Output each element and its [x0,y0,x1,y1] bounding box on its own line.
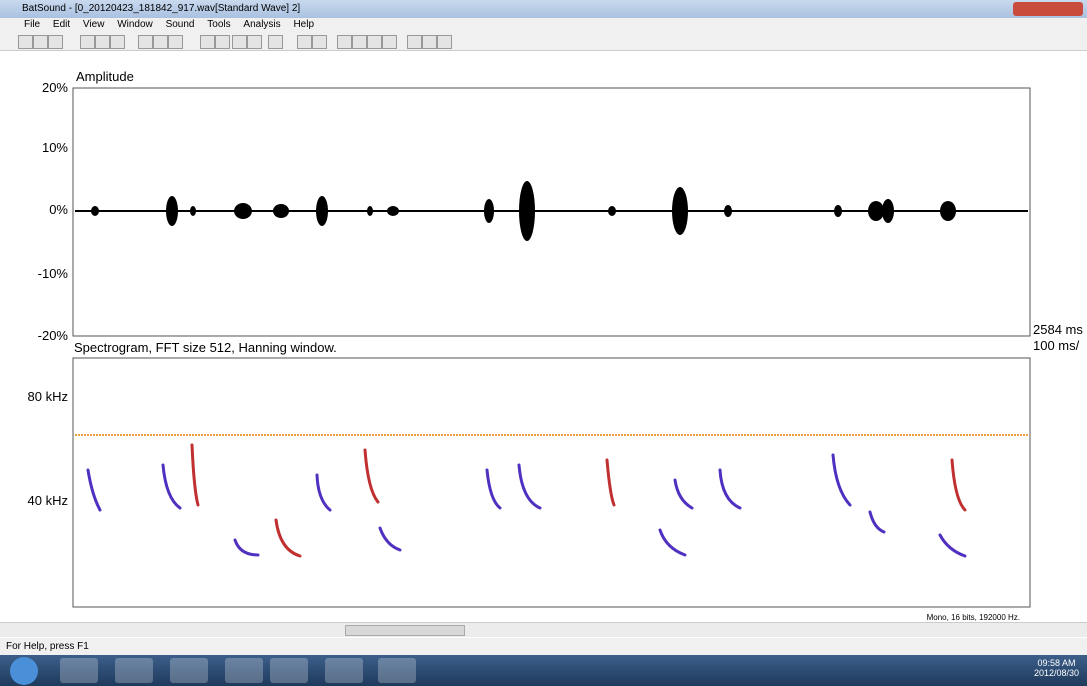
toolbar [0,32,1087,51]
toolbar-button[interactable] [352,35,367,49]
clock-time: 09:58 AM [1034,658,1079,668]
toolbar-button[interactable] [138,35,153,49]
time-span: 2584 ms [1033,322,1083,337]
scroll-thumb[interactable] [345,625,465,636]
status-text: For Help, press F1 [6,641,89,652]
screen: BatSound - [0_20120423_181842_917.wav[St… [0,0,1087,686]
toolbar-button[interactable] [247,35,262,49]
toolbar-button[interactable] [312,35,327,49]
y-tick-label: 0% [49,202,68,217]
taskbar-app[interactable] [60,658,98,683]
toolbar-button[interactable] [232,35,247,49]
toolbar-button[interactable] [215,35,230,49]
toolbar-button[interactable] [367,35,382,49]
y-tick-label: -10% [38,266,69,281]
toolbar-button[interactable] [110,35,125,49]
spectrogram-frame [73,358,1030,607]
horizontal-scrollbar[interactable] [0,622,1087,637]
menu-item[interactable]: Sound [166,19,195,30]
menu-item[interactable]: View [83,19,105,30]
taskbar-app[interactable] [378,658,416,683]
toolbar-button[interactable] [337,35,352,49]
y-tick-label: 10% [42,140,68,155]
taskbar: 09:58 AM 2012/08/30 [0,655,1087,686]
taskbar-app[interactable] [115,658,153,683]
y-tick-label: 40 kHz [28,493,68,508]
taskbar-app[interactable] [170,658,208,683]
toolbar-button[interactable] [382,35,397,49]
toolbar-button[interactable] [80,35,95,49]
clock[interactable]: 09:58 AM 2012/08/30 [1034,658,1079,678]
menu-item[interactable]: Window [117,19,153,30]
toolbar-button[interactable] [407,35,422,49]
spectrogram-title: Spectrogram, FFT size 512, Hanning windo… [74,340,337,355]
title-bar: BatSound - [0_20120423_181842_917.wav[St… [0,0,1087,18]
menu-item[interactable]: Help [293,19,314,30]
time-scale: 100 ms/ [1033,338,1080,353]
menu-bar: File Edit View Window Sound Tools Analys… [0,18,1087,32]
toolbar-button[interactable] [95,35,110,49]
toolbar-button[interactable] [200,35,215,49]
taskbar-app[interactable] [325,658,363,683]
clock-date: 2012/08/30 [1034,668,1079,678]
toolbar-button[interactable] [48,35,63,49]
sound-view: Amplitude 20% 10% 0% -10% -20% 2584 ms 1… [0,50,1087,622]
menu-item[interactable]: Analysis [243,19,280,30]
menu-item[interactable]: Edit [53,19,70,30]
y-tick-label: 80 kHz [28,389,68,404]
toolbar-button[interactable] [297,35,312,49]
toolbar-button[interactable] [153,35,168,49]
menu-item[interactable]: Tools [207,19,230,30]
toolbar-button[interactable] [33,35,48,49]
window-controls[interactable] [1013,2,1083,16]
toolbar-button[interactable] [268,35,283,49]
taskbar-app[interactable] [270,658,308,683]
taskbar-app[interactable] [225,658,263,683]
amplitude-title: Amplitude [76,69,134,84]
status-bar: For Help, press F1 [0,638,1087,655]
toolbar-button[interactable] [18,35,33,49]
start-button[interactable] [10,657,38,685]
menu-item[interactable]: File [24,19,40,30]
toolbar-button[interactable] [422,35,437,49]
toolbar-button[interactable] [437,35,452,49]
y-tick-label: -20% [38,328,69,343]
y-tick-label: 20% [42,80,68,95]
format-info: Mono, 16 bits, 192000 Hz. [927,613,1020,622]
window-title: BatSound - [0_20120423_181842_917.wav[St… [22,3,300,14]
toolbar-button[interactable] [168,35,183,49]
